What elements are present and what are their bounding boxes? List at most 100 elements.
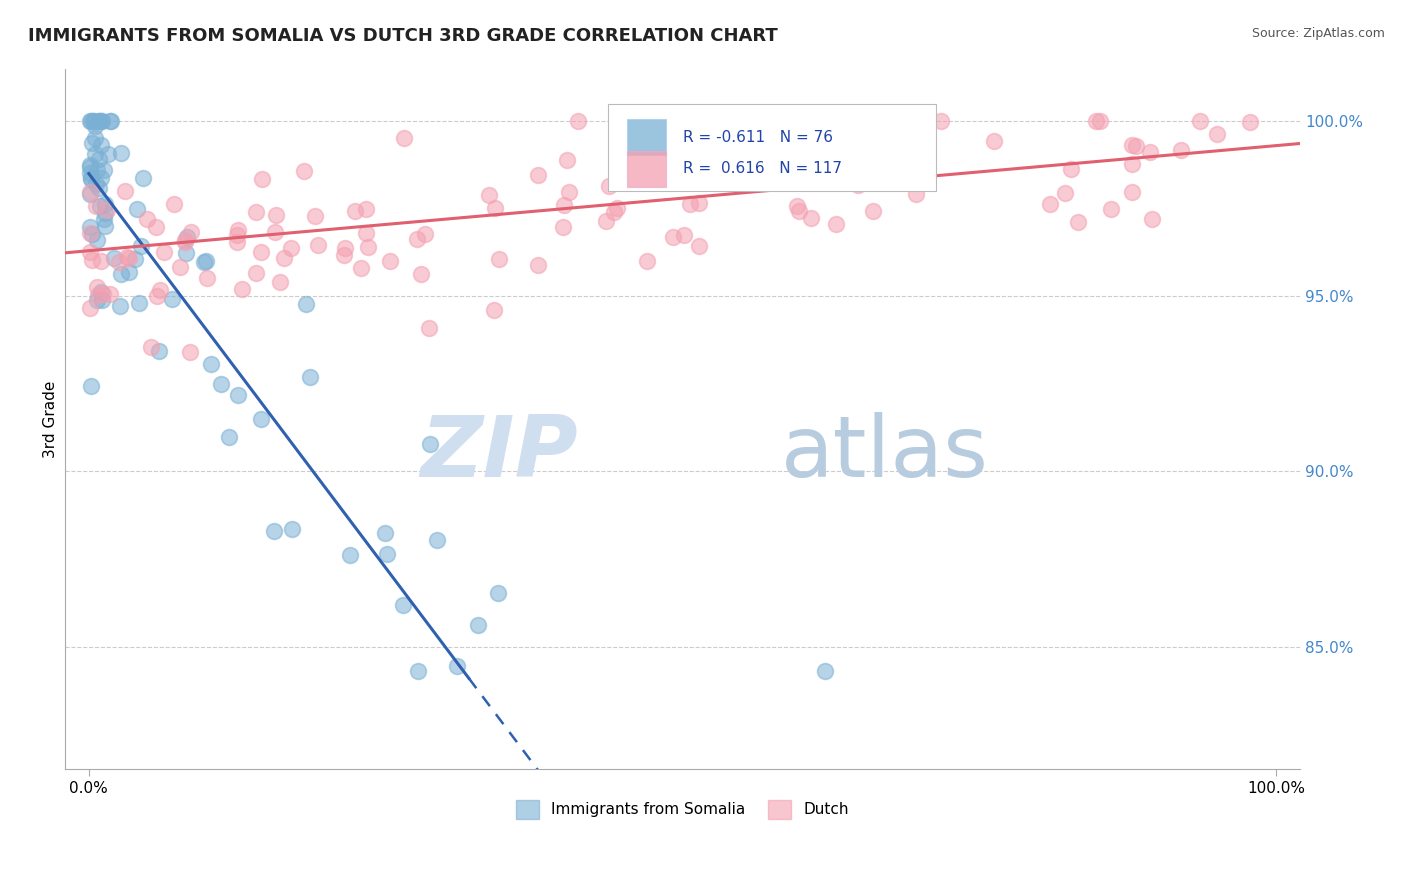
Point	[406, 664, 429, 678]
Point	[264, 225, 287, 239]
Point	[226, 227, 249, 242]
Point	[354, 202, 377, 217]
Point	[87, 114, 110, 128]
Y-axis label: 3rd Grade: 3rd Grade	[44, 380, 58, 458]
Point	[90, 114, 112, 128]
Text: R =  0.616   N = 117: R = 0.616 N = 117	[682, 161, 842, 177]
Point	[527, 168, 550, 182]
Point	[90, 285, 112, 299]
Point	[96, 202, 118, 217]
Point	[375, 547, 398, 561]
Point	[409, 268, 432, 282]
Point	[86, 233, 108, 247]
Point	[378, 253, 401, 268]
Point	[350, 260, 373, 275]
Text: ZIP: ZIP	[420, 412, 578, 495]
Point	[1060, 161, 1083, 176]
Point	[132, 171, 155, 186]
Point	[226, 388, 249, 402]
Text: IMMIGRANTS FROM SOMALIA VS DUTCH 3RD GRADE CORRELATION CHART: IMMIGRANTS FROM SOMALIA VS DUTCH 3RD GRA…	[28, 27, 778, 45]
Point	[800, 211, 823, 226]
Point	[135, 211, 157, 226]
Point	[648, 165, 671, 179]
Point	[846, 178, 869, 192]
Point	[1139, 145, 1161, 160]
Point	[79, 158, 101, 172]
Point	[82, 253, 104, 268]
Text: R = -0.611   N = 76: R = -0.611 N = 76	[682, 129, 832, 145]
Point	[173, 233, 195, 247]
Point	[734, 170, 756, 185]
Point	[484, 303, 506, 318]
Point	[100, 114, 122, 128]
Point	[557, 185, 579, 199]
Point	[339, 548, 361, 562]
Point	[488, 252, 510, 267]
Point	[249, 244, 271, 259]
Point	[855, 115, 877, 129]
Point	[905, 186, 928, 201]
Legend: Immigrants from Somalia, Dutch: Immigrants from Somalia, Dutch	[510, 794, 855, 825]
Point	[80, 170, 103, 185]
Point	[263, 524, 285, 538]
Point	[91, 286, 114, 301]
Point	[82, 227, 104, 241]
Point	[304, 209, 326, 223]
Point	[249, 412, 271, 426]
Point	[91, 293, 114, 307]
Point	[245, 266, 267, 280]
Point	[374, 526, 396, 541]
Point	[264, 208, 287, 222]
Point	[83, 147, 105, 161]
Point	[218, 430, 240, 444]
Point	[931, 114, 953, 128]
Point	[83, 114, 105, 128]
Point	[80, 378, 103, 392]
Point	[745, 128, 768, 143]
Point	[79, 185, 101, 199]
Point	[1090, 114, 1112, 128]
Point	[1121, 186, 1143, 200]
Point	[118, 265, 141, 279]
Point	[160, 293, 183, 307]
Point	[344, 204, 367, 219]
Point	[662, 230, 685, 244]
Point	[245, 205, 267, 219]
Point	[425, 533, 447, 547]
Point	[603, 205, 626, 219]
Point	[354, 226, 377, 240]
Point	[82, 136, 104, 150]
Point	[180, 225, 202, 239]
Point	[90, 171, 112, 186]
Point	[93, 163, 115, 178]
FancyBboxPatch shape	[627, 151, 666, 187]
Point	[598, 178, 620, 193]
Point	[127, 202, 149, 216]
Point	[1121, 157, 1143, 171]
Point	[226, 222, 249, 236]
Point	[195, 253, 218, 268]
Point	[79, 161, 101, 175]
Point	[250, 171, 273, 186]
Point	[124, 252, 146, 266]
Point	[93, 212, 115, 227]
Point	[292, 164, 315, 178]
Point	[110, 145, 132, 160]
Point	[413, 227, 436, 241]
Point	[108, 255, 131, 269]
Point	[79, 172, 101, 186]
Point	[392, 131, 415, 145]
Point	[79, 166, 101, 180]
Point	[814, 664, 837, 678]
Point	[148, 343, 170, 358]
Point	[110, 268, 132, 282]
Text: Source: ZipAtlas.com: Source: ZipAtlas.com	[1251, 27, 1385, 40]
Point	[86, 293, 108, 307]
Point	[79, 186, 101, 201]
Point	[98, 286, 121, 301]
Point	[195, 271, 218, 285]
Point	[1125, 139, 1147, 153]
Point	[595, 214, 617, 228]
Point	[269, 275, 291, 289]
Point	[619, 169, 641, 183]
